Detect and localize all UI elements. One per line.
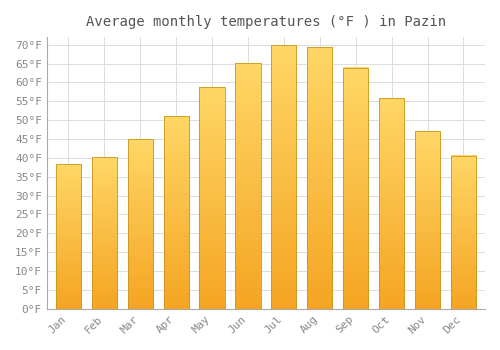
Bar [236,63,260,309]
Bar [343,68,368,309]
Bar [272,46,296,309]
Title: Average monthly temperatures (°F ) in Pazin: Average monthly temperatures (°F ) in Pa… [86,15,446,29]
Bar [56,164,81,309]
Bar [128,139,153,309]
Bar [92,158,117,309]
Bar [164,116,188,309]
Bar [200,87,224,309]
Bar [451,156,476,309]
Bar [379,98,404,309]
Bar [307,47,332,309]
Bar [415,131,440,309]
